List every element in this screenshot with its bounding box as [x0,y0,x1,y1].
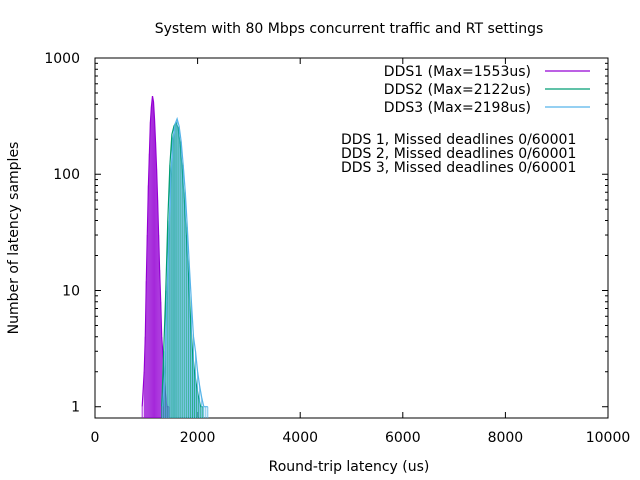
y-tick-label: 100 [53,167,80,183]
plot-frame [94,57,609,419]
legend-label-3: DDS3 (Max=2198us) [384,100,531,116]
annotation-1: DDS 1, Missed deadlines 0/60001 [341,132,576,148]
y-tick-label: 1000 [44,51,80,67]
y-axis-label: Number of latency samples [6,142,22,335]
x-tick-label: 8000 [488,430,524,446]
series-lines [141,95,209,418]
y-tick-label: 10 [62,283,80,299]
x-tick-label: 2000 [180,430,216,446]
x-tick-label: 10000 [586,430,631,446]
x-axis: 0 2000 4000 6000 8000 10000 [91,58,631,446]
x-tick-label: 0 [91,430,100,446]
annotation-3: DDS 3, Missed deadlines 0/60001 [341,160,576,176]
y-axis: 1 10 100 1000 [44,51,608,416]
legend-label-2: DDS2 (Max=2122us) [384,82,531,98]
y-tick-label: 1 [71,400,80,416]
chart-title: System with 80 Mbps concurrent traffic a… [155,21,544,37]
legend: DDS1 (Max=1553us) DDS2 (Max=2122us) DDS3 (… [384,64,590,116]
x-tick-label: 4000 [282,430,318,446]
annotation-2: DDS 2, Missed deadlines 0/60001 [341,146,576,162]
legend-label-1: DDS1 (Max=1553us) [384,64,531,80]
x-axis-label: Round-trip latency (us) [269,459,430,475]
x-tick-label: 6000 [385,430,421,446]
